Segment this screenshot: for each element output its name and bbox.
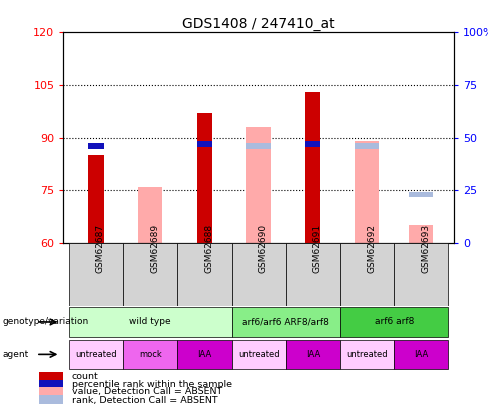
- Bar: [123, 243, 177, 306]
- Bar: [39, 379, 63, 388]
- Text: value, Detection Call = ABSENT: value, Detection Call = ABSENT: [72, 388, 222, 396]
- Bar: [177, 340, 231, 369]
- Text: percentile rank within the sample: percentile rank within the sample: [72, 380, 232, 389]
- Bar: [231, 243, 286, 306]
- Bar: [69, 340, 123, 369]
- Bar: [88, 143, 103, 149]
- Bar: [355, 141, 379, 243]
- Bar: [340, 243, 394, 306]
- Text: IAA: IAA: [414, 350, 428, 359]
- Bar: [39, 387, 63, 396]
- Text: IAA: IAA: [197, 350, 211, 359]
- Text: agent: agent: [2, 350, 29, 359]
- Text: mock: mock: [139, 350, 162, 359]
- Text: GSM62687: GSM62687: [96, 224, 105, 273]
- Text: arf6/arf6 ARF8/arf8: arf6/arf6 ARF8/arf8: [243, 318, 329, 326]
- Text: genotype/variation: genotype/variation: [2, 318, 89, 326]
- Bar: [246, 127, 271, 243]
- Text: untreated: untreated: [238, 350, 280, 359]
- Bar: [231, 307, 340, 337]
- Title: GDS1408 / 247410_at: GDS1408 / 247410_at: [183, 17, 335, 31]
- Bar: [286, 340, 340, 369]
- Bar: [69, 307, 231, 337]
- Text: IAA: IAA: [306, 350, 320, 359]
- Bar: [88, 155, 103, 243]
- Bar: [39, 372, 63, 381]
- Text: rank, Detection Call = ABSENT: rank, Detection Call = ABSENT: [72, 396, 218, 405]
- Bar: [286, 243, 340, 306]
- Bar: [197, 113, 212, 243]
- Text: untreated: untreated: [75, 350, 117, 359]
- Bar: [394, 340, 448, 369]
- Bar: [123, 340, 177, 369]
- Bar: [409, 226, 433, 243]
- Bar: [138, 187, 163, 243]
- Text: GSM62689: GSM62689: [150, 224, 159, 273]
- Bar: [197, 141, 212, 147]
- Text: GSM62692: GSM62692: [367, 224, 376, 273]
- Bar: [340, 307, 448, 337]
- Text: wild type: wild type: [129, 318, 171, 326]
- Bar: [69, 243, 123, 306]
- Bar: [305, 141, 321, 147]
- Text: GSM62691: GSM62691: [313, 224, 322, 273]
- Text: GSM62688: GSM62688: [204, 224, 213, 273]
- Text: GSM62690: GSM62690: [259, 224, 267, 273]
- Bar: [246, 143, 271, 149]
- Bar: [177, 243, 231, 306]
- Text: untreated: untreated: [346, 350, 388, 359]
- Bar: [355, 143, 379, 149]
- Text: arf6 arf8: arf6 arf8: [374, 318, 414, 326]
- Bar: [409, 192, 433, 197]
- Bar: [305, 92, 321, 243]
- Bar: [340, 340, 394, 369]
- Text: GSM62693: GSM62693: [421, 224, 430, 273]
- Bar: [394, 243, 448, 306]
- Bar: [231, 340, 286, 369]
- Text: count: count: [72, 372, 99, 381]
- Bar: [39, 395, 63, 404]
